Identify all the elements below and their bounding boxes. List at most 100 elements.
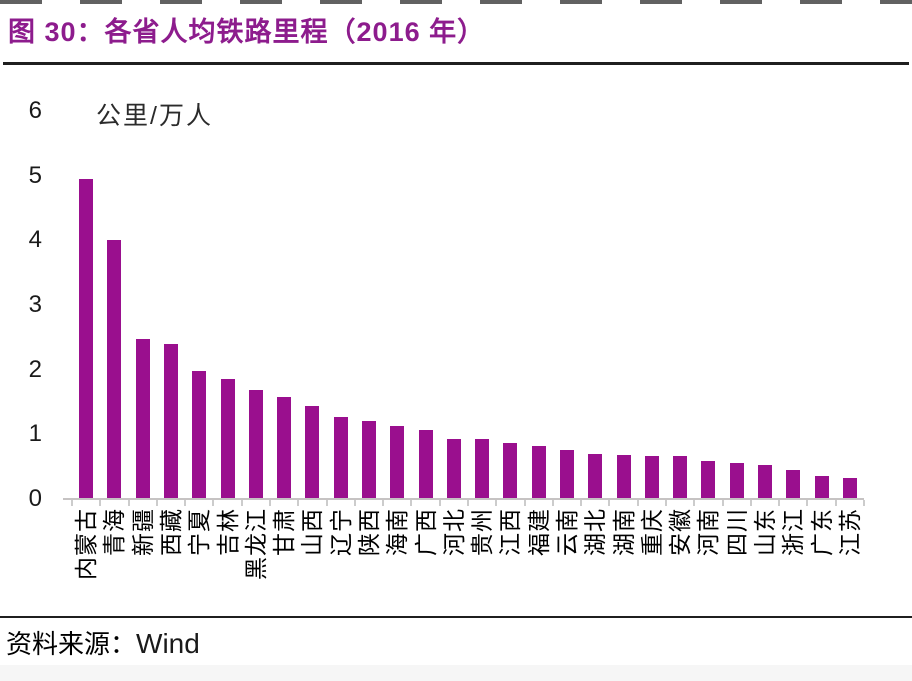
x-axis-tick (580, 500, 583, 506)
x-axis-label: 重庆 (638, 508, 665, 556)
page-footer-strip (0, 665, 912, 681)
y-axis-unit-label: 公里/万人 (96, 102, 213, 130)
x-axis-label: 广西 (412, 508, 439, 556)
x-axis-tick (778, 500, 781, 506)
x-axis-label: 海南 (384, 508, 411, 556)
x-axis-tick (693, 500, 696, 506)
x-axis-label: 辽宁 (327, 508, 354, 556)
x-axis-tick (99, 500, 102, 506)
bar (814, 476, 829, 499)
x-axis-tick (806, 500, 809, 506)
x-axis-label: 江西 (497, 508, 524, 556)
y-axis-tick-label: 1 (28, 420, 42, 448)
bar (729, 463, 744, 499)
x-axis-label: 浙江 (780, 508, 807, 556)
bar (786, 470, 801, 499)
x-axis-tick (608, 500, 611, 506)
bar (418, 430, 433, 499)
y-axis-tick-label: 6 (28, 96, 42, 124)
x-axis-label: 湖南 (610, 508, 637, 556)
bar (588, 454, 603, 499)
x-axis-label: 青海 (101, 508, 128, 556)
bar (135, 339, 150, 499)
x-axis-tick (438, 500, 441, 506)
cropped-text-artifact (0, 0, 912, 4)
x-axis-label: 四川 (723, 508, 750, 556)
x-axis-tick (523, 500, 526, 506)
x-axis-label: 内蒙古 (73, 508, 100, 580)
y-axis-tick-label: 0 (28, 485, 42, 512)
x-axis-tick (184, 500, 187, 506)
bar-chart: 公里/万人 0 1 2 3 4 5 6 内蒙古 青海 新疆 西藏 宁夏 吉林 黑龙江 甘肃 山西 辽宁 陕西 海南… (0, 70, 912, 610)
x-axis-tick (721, 500, 724, 506)
x-axis-label: 贵州 (469, 508, 496, 556)
x-axis-label: 河北 (440, 508, 467, 556)
x-axis-label: 新疆 (129, 508, 156, 556)
x-axis-tick (297, 500, 300, 506)
bar (107, 240, 122, 499)
x-axis-label: 吉林 (214, 508, 241, 556)
y-axis-tick-label: 4 (28, 226, 42, 254)
bar (701, 461, 716, 499)
x-axis-tick (212, 500, 215, 506)
y-axis-tick-label: 5 (28, 161, 42, 189)
x-axis-label: 江苏 (836, 508, 863, 556)
x-axis-label: 安徽 (667, 508, 694, 556)
x-axis-tick (636, 500, 639, 506)
source-note: 资料来源：Wind (6, 624, 200, 661)
x-axis-tick (665, 500, 667, 506)
bar (164, 344, 178, 499)
x-axis-label: 宁夏 (186, 508, 213, 556)
y-axis-tick-label: 3 (28, 290, 42, 318)
x-axis-tick (71, 500, 73, 506)
x-axis-tick (551, 500, 554, 506)
source-value: Wind (136, 628, 200, 659)
x-axis-label: 广东 (808, 508, 835, 556)
x-axis-label: 甘肃 (271, 508, 298, 556)
x-axis-label: 福建 (525, 508, 552, 556)
x-axis-tick (410, 500, 413, 506)
bar (220, 379, 235, 499)
x-axis-label: 云南 (554, 508, 580, 556)
x-axis-tick (749, 500, 752, 506)
bar (616, 455, 631, 499)
bar (362, 421, 376, 499)
x-axis-label: 山西 (299, 508, 326, 556)
bar (248, 390, 263, 499)
x-axis-label: 湖北 (582, 508, 609, 556)
bar (305, 406, 320, 499)
x-axis-tick (325, 500, 328, 506)
bar (192, 371, 207, 499)
x-axis-tick (353, 500, 356, 506)
x-axis-tick (495, 500, 498, 506)
x-axis-label: 山东 (752, 508, 778, 556)
footer-divider (0, 616, 912, 618)
bar (277, 397, 292, 499)
x-axis-label: 河南 (695, 508, 722, 556)
figure-title: 图 30：各省人均铁路里程（2016 年） (8, 17, 486, 47)
bar (475, 439, 490, 499)
x-axis-line (63, 498, 864, 500)
bar (842, 478, 857, 499)
bar (531, 446, 546, 499)
y-axis-tick-label: 2 (28, 355, 42, 383)
title-divider (3, 62, 909, 65)
bar (446, 439, 461, 499)
x-axis-tick (127, 500, 130, 506)
bar (333, 417, 348, 499)
x-axis-label: 黑龙江 (242, 508, 269, 580)
bar (673, 456, 688, 499)
x-axis-tick (269, 500, 271, 506)
bar (758, 465, 772, 499)
x-axis-tick (863, 500, 865, 506)
bar (560, 450, 574, 499)
x-axis-label: 陕西 (356, 508, 382, 556)
bar (644, 456, 659, 499)
x-axis-tick (155, 500, 158, 506)
source-label: 资料来源： (6, 630, 137, 659)
bar (390, 426, 405, 499)
x-axis-tick (834, 500, 837, 506)
bar (503, 443, 518, 499)
bar (79, 179, 94, 499)
